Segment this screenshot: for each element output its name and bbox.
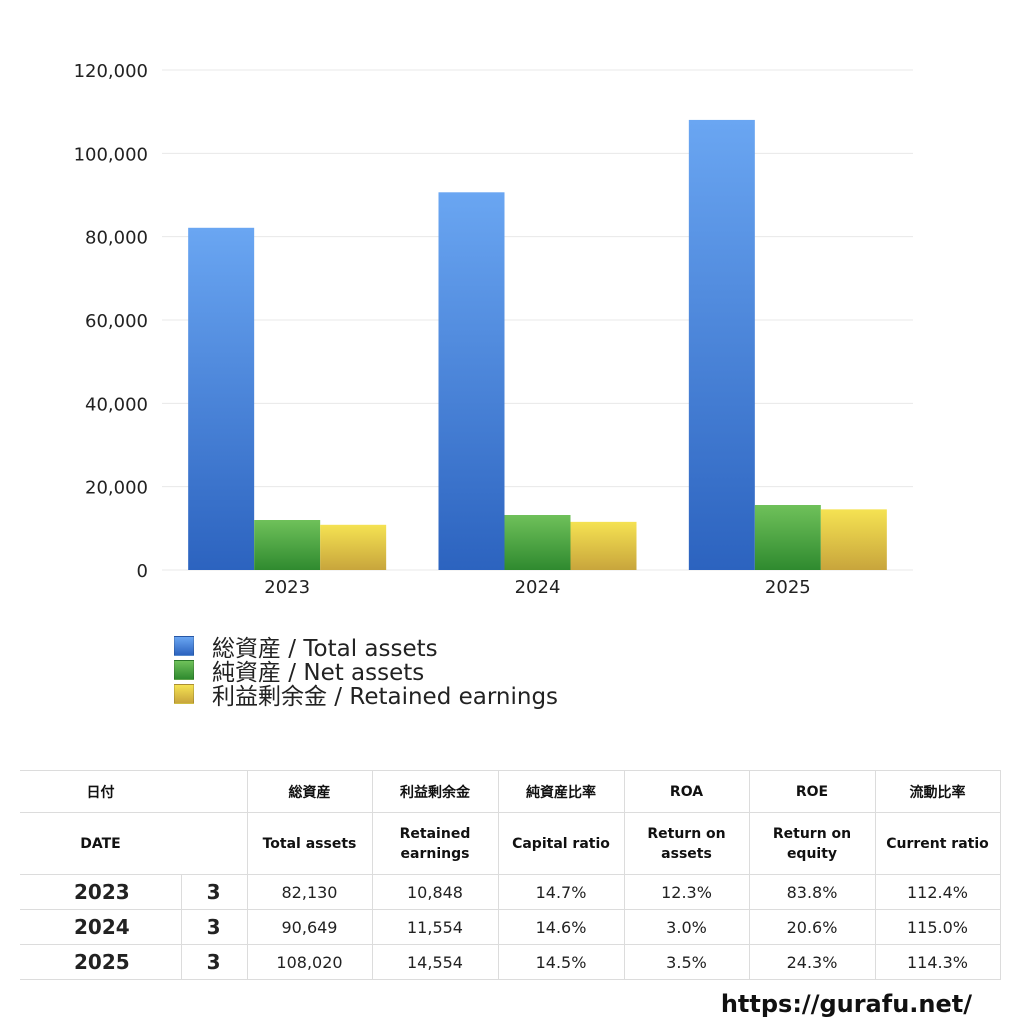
cell-total-assets: 108,020 bbox=[246, 944, 373, 980]
bar-retained-earnings bbox=[570, 521, 637, 570]
cell-total-assets: 90,649 bbox=[246, 909, 373, 945]
cell-capital-ratio: 14.7% bbox=[497, 874, 625, 910]
cell-month: 3 bbox=[180, 874, 248, 910]
header-retained-en-line1: Retained bbox=[399, 825, 471, 842]
header-roa-en: Return on assets bbox=[623, 812, 750, 875]
cell-retained: 11,554 bbox=[371, 909, 499, 945]
bar-total-assets bbox=[688, 119, 755, 571]
bar-net-assets bbox=[254, 520, 321, 570]
header-blank-en bbox=[181, 812, 248, 875]
bar-total-assets bbox=[438, 192, 505, 570]
header-date-jp: 日付 bbox=[20, 770, 181, 813]
x-tick-label: 2023 bbox=[264, 577, 310, 598]
cell-month: 3 bbox=[180, 944, 248, 980]
y-tick-label: 100,000 bbox=[74, 144, 148, 165]
x-tick-label: 2024 bbox=[515, 577, 561, 598]
cell-current-ratio: 112.4% bbox=[874, 874, 1001, 910]
table-row: 2024 3 90,649 11,554 14.6% 3.0% 20.6% 11… bbox=[20, 909, 1001, 945]
header-retained-en-line2: earnings bbox=[400, 845, 470, 862]
cell-roa: 3.5% bbox=[623, 944, 750, 980]
cell-year: 2025 bbox=[20, 944, 182, 980]
table-row: 2025 3 108,020 14,554 14.5% 3.5% 24.3% 1… bbox=[20, 944, 1001, 980]
legend-label-net-assets: 純資産 / Net assets bbox=[212, 660, 425, 686]
bar-retained-earnings bbox=[820, 509, 887, 570]
cell-capital-ratio: 14.5% bbox=[497, 944, 625, 980]
y-tick-label: 0 bbox=[137, 561, 148, 582]
cell-current-ratio: 115.0% bbox=[874, 909, 1001, 945]
cell-retained: 14,554 bbox=[371, 944, 499, 980]
y-tick-label: 60,000 bbox=[85, 311, 148, 332]
legend-item-net-assets: 純資産 / Net assets bbox=[174, 658, 558, 686]
header-blank bbox=[181, 770, 248, 813]
legend: 総資産 / Total assets 純資産 / Net assets 利益剰余… bbox=[174, 634, 558, 710]
header-retained-jp: 利益剰余金 bbox=[371, 770, 499, 813]
table-header-row-en: DATE Total assets Retained earnings Capit… bbox=[20, 812, 1001, 875]
legend-swatch-net-assets bbox=[174, 660, 194, 680]
cell-month: 3 bbox=[180, 909, 248, 945]
bar-net-assets bbox=[504, 515, 571, 570]
bar-total-assets bbox=[188, 227, 255, 570]
legend-swatch-retained-earnings bbox=[174, 684, 194, 704]
header-roe-jp: ROE bbox=[748, 770, 876, 813]
cell-roe: 20.6% bbox=[748, 909, 876, 945]
legend-label-total-assets: 総資産 / Total assets bbox=[212, 636, 438, 662]
header-roa-jp: ROA bbox=[623, 770, 750, 813]
header-roe-en-line2: equity bbox=[786, 845, 838, 862]
header-capital-ratio-jp: 純資産比率 bbox=[497, 770, 625, 813]
chart: 0 20,000 40,000 60,000 80,000 100,000 120,000 2… bbox=[74, 61, 913, 598]
cell-roe: 83.8% bbox=[748, 874, 876, 910]
site-url[interactable]: https://gurafu.net/ bbox=[720, 990, 972, 1018]
header-roa-en-line2: assets bbox=[661, 845, 712, 862]
header-current-ratio-en: Current ratio bbox=[874, 812, 1001, 875]
header-capital-ratio-en: Capital ratio bbox=[497, 812, 625, 875]
header-roe-en: Return on equity bbox=[748, 812, 876, 875]
cell-roe: 24.3% bbox=[748, 944, 876, 980]
bar-chart-svg: 0 20,000 40,000 60,000 80,000 100,000 120,000 2… bbox=[74, 61, 913, 598]
cell-total-assets: 82,130 bbox=[246, 874, 373, 910]
legend-item-retained-earnings: 利益剰余金 / Retained earnings bbox=[174, 682, 558, 710]
header-roe-en-line1: Return on bbox=[772, 825, 852, 842]
legend-swatch-total-assets bbox=[174, 636, 194, 656]
cell-retained: 10,848 bbox=[371, 874, 499, 910]
y-tick-label: 20,000 bbox=[85, 478, 148, 499]
header-current-ratio-jp: 流動比率 bbox=[874, 770, 1001, 813]
header-roa-en-line1: Return on bbox=[647, 825, 726, 842]
x-tick-label: 2025 bbox=[765, 577, 811, 598]
header-date-en: DATE bbox=[20, 812, 181, 875]
y-tick-label: 40,000 bbox=[85, 394, 148, 415]
cell-roa: 12.3% bbox=[623, 874, 750, 910]
cell-year: 2023 bbox=[20, 874, 182, 910]
table-header-row-jp: 日付 総資産 利益剰余金 純資産比率 ROA ROE 流動比率 bbox=[20, 770, 1001, 813]
bar-retained-earnings bbox=[320, 524, 387, 570]
y-tick-label: 80,000 bbox=[85, 228, 148, 249]
financial-table: 日付 総資産 利益剰余金 純資産比率 ROA ROE 流動比率 DATE Tot… bbox=[20, 770, 1001, 980]
legend-label-retained-earnings: 利益剰余金 / Retained earnings bbox=[212, 684, 559, 710]
cell-year: 2024 bbox=[20, 909, 182, 945]
header-total-assets-jp: 総資産 bbox=[246, 770, 373, 813]
bar-net-assets bbox=[754, 505, 821, 570]
cell-current-ratio: 114.3% bbox=[874, 944, 1001, 980]
header-retained-en: Retained earnings bbox=[371, 812, 499, 875]
cell-capital-ratio: 14.6% bbox=[497, 909, 625, 945]
y-tick-label: 120,000 bbox=[74, 61, 148, 82]
header-total-assets-en: Total assets bbox=[246, 812, 373, 875]
legend-item-total-assets: 総資産 / Total assets bbox=[174, 634, 558, 662]
cell-roa: 3.0% bbox=[623, 909, 750, 945]
table-row: 2023 3 82,130 10,848 14.7% 12.3% 83.8% 1… bbox=[20, 874, 1001, 910]
